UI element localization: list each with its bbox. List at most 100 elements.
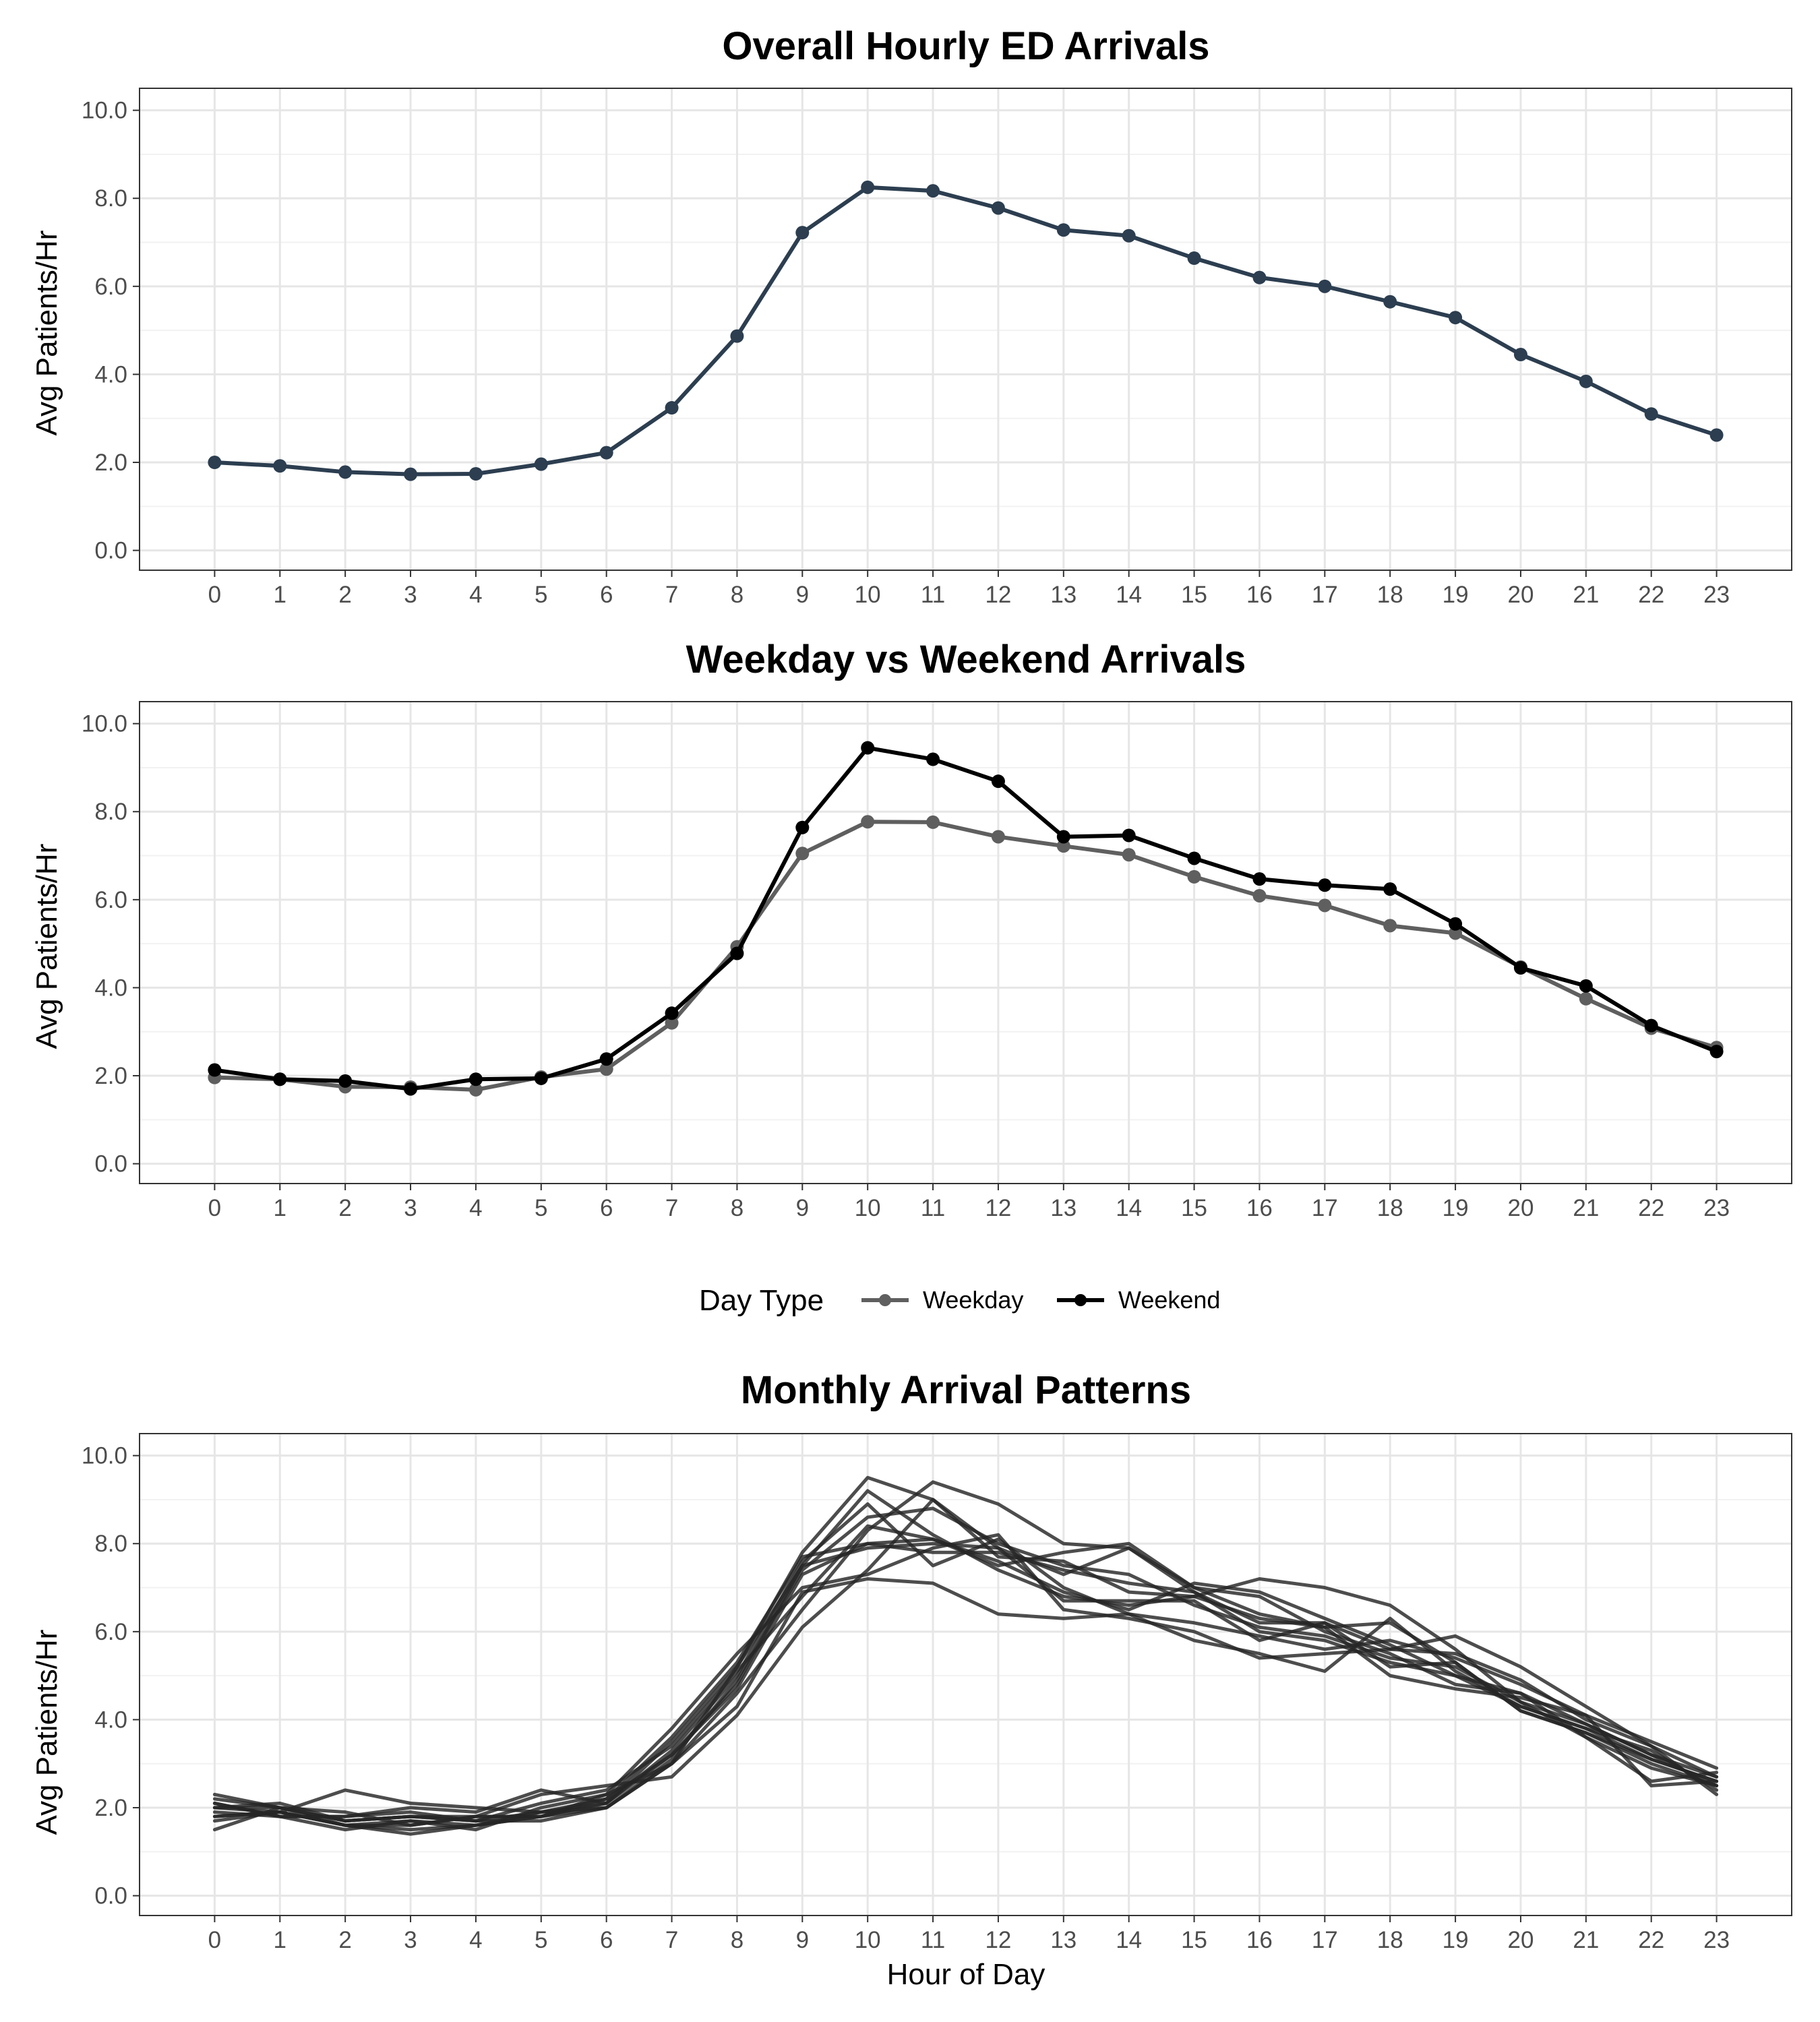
data-point-weekend (1644, 1018, 1658, 1033)
chart-title: Overall Hourly ED Arrivals (722, 24, 1209, 68)
data-point-series-1 (1709, 428, 1724, 442)
x-tick-label: 22 (1638, 1195, 1664, 1221)
legend-marker-weekday (879, 1294, 891, 1306)
data-point-weekend (468, 1072, 483, 1086)
x-tick-label: 21 (1573, 1195, 1599, 1221)
x-tick-label: 3 (404, 1195, 417, 1221)
data-point-weekend (1383, 882, 1397, 896)
x-tick-label: 2 (338, 1927, 351, 1953)
x-tick-label: 4 (469, 582, 482, 608)
data-point-series-1 (1449, 311, 1463, 325)
y-tick-label: 8.0 (94, 185, 127, 212)
data-point-series-1 (795, 226, 810, 240)
x-tick-label: 2 (338, 582, 351, 608)
x-tick-label: 15 (1181, 582, 1207, 608)
chart-panel-weekday-weekend: Weekday vs Weekend Arrivals Avg Patients… (30, 638, 1792, 1221)
x-tick-label: 11 (921, 1927, 945, 1953)
x-tick-label: 16 (1246, 1195, 1273, 1221)
x-tick-label: 0 (208, 1927, 221, 1953)
data-point-weekend (1709, 1045, 1724, 1059)
series-line-series-1 (212, 185, 1719, 477)
data-point-weekend (795, 820, 810, 834)
x-tick-label: 18 (1377, 1195, 1403, 1221)
data-point-series-1 (1252, 270, 1267, 284)
x-tick-label: 1 (274, 1927, 286, 1953)
data-point-series-1 (1383, 295, 1397, 309)
x-tick-label: 16 (1246, 582, 1273, 608)
x-tick-label: 6 (600, 1927, 613, 1953)
y-tick-label: 10.0 (82, 711, 127, 737)
data-point-weekday (1056, 839, 1070, 853)
x-tick-label: 18 (1377, 582, 1403, 608)
y-tick-label: 2.0 (94, 450, 127, 476)
x-tick-label: 21 (1573, 582, 1599, 608)
legend: Day Type Weekday Weekend (699, 1284, 1220, 1317)
data-point-weekday (599, 1062, 613, 1076)
x-tick-label: 8 (731, 582, 744, 608)
data-point-weekday (795, 847, 810, 861)
x-tick-label: 8 (731, 1927, 744, 1953)
data-point-weekday (1318, 898, 1332, 913)
legend-item-weekday: Weekday (861, 1286, 1023, 1314)
y-tick-label: 4.0 (94, 361, 127, 388)
data-point-series-1 (1187, 251, 1201, 266)
data-point-weekend (665, 1006, 679, 1020)
x-tick-label: 7 (665, 1195, 678, 1221)
plot-area: 0.02.04.06.08.010.00 1 2 3 4 5 6 7 8 9 10 11 12 13 14 1… (82, 1433, 1792, 1953)
data-point-weekday (1122, 848, 1136, 862)
x-tick-label: 19 (1443, 1927, 1469, 1953)
x-tick-label: 22 (1638, 582, 1664, 608)
y-axis-label: Avg Patients/Hr (30, 1630, 63, 1835)
data-point-series-1 (534, 457, 548, 471)
x-tick-label: 20 (1507, 1927, 1534, 1953)
series-line-weekday (212, 820, 1719, 1092)
x-tick-label: 12 (985, 582, 1011, 608)
panel-border (139, 1433, 1792, 1916)
y-axis-label: Avg Patients/Hr (30, 844, 63, 1049)
data-point-series-1 (404, 467, 418, 481)
data-point-weekend (1449, 917, 1463, 931)
chart-title: Monthly Arrival Patterns (741, 1368, 1191, 1412)
x-tick-label: 9 (796, 1195, 809, 1221)
x-tick-label: 6 (600, 1195, 613, 1221)
y-tick-label: 2.0 (94, 1795, 127, 1821)
data-point-weekend (208, 1063, 222, 1077)
data-point-series-1 (599, 446, 613, 460)
x-tick-label: 4 (469, 1195, 482, 1221)
y-tick-label: 8.0 (94, 1531, 127, 1557)
x-tick-label: 22 (1638, 1927, 1664, 1953)
data-point-weekend (926, 752, 940, 766)
data-point-weekend (730, 946, 744, 960)
x-tick-label: 23 (1703, 1927, 1730, 1953)
x-tick-label: 17 (1312, 1195, 1338, 1221)
x-tick-label: 12 (985, 1927, 1011, 1953)
x-tick-label: 20 (1507, 1195, 1534, 1221)
data-point-weekend (273, 1072, 287, 1086)
data-point-weekend (1318, 878, 1332, 892)
data-point-weekend (1122, 828, 1136, 842)
data-point-weekend (534, 1071, 548, 1085)
data-point-weekend (1513, 961, 1527, 975)
x-tick-label: 14 (1116, 582, 1142, 608)
x-tick-label: 17 (1312, 1927, 1338, 1953)
x-tick-label: 7 (665, 582, 678, 608)
series-line-series-12 (212, 1541, 1719, 1823)
x-tick-label: 18 (1377, 1927, 1403, 1953)
y-tick-label: 4.0 (94, 1707, 127, 1733)
data-point-series-1 (926, 184, 940, 198)
x-tick-label: 10 (855, 1195, 881, 1221)
y-tick-label: 0.0 (94, 538, 127, 564)
x-tick-label: 10 (855, 582, 881, 608)
x-tick-label: 1 (274, 582, 286, 608)
data-point-weekday (468, 1082, 483, 1097)
data-point-series-1 (338, 465, 353, 479)
y-tick-label: 4.0 (94, 975, 127, 1001)
x-tick-label: 6 (600, 582, 613, 608)
x-tick-label: 9 (796, 582, 809, 608)
x-tick-label: 8 (731, 1195, 744, 1221)
data-point-series-1 (730, 329, 744, 343)
y-tick-label: 6.0 (94, 887, 127, 913)
data-point-weekday (1252, 888, 1267, 902)
data-point-series-1 (1056, 223, 1070, 237)
